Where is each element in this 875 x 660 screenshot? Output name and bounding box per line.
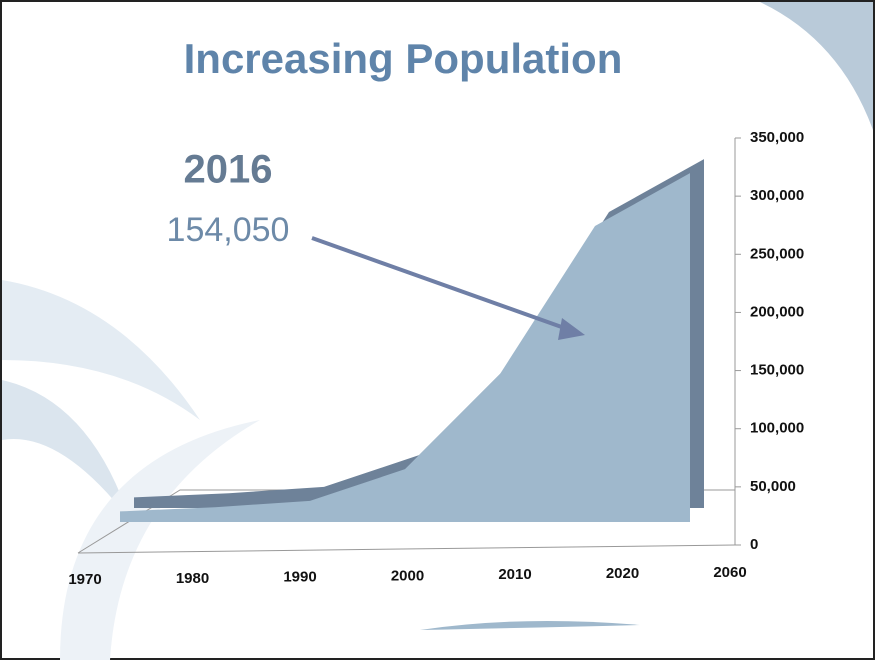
swoosh [760,2,873,130]
swoosh [2,280,200,420]
x-tick-label: 2010 [498,566,531,583]
y-tick-label: 250,000 [750,245,804,262]
arrow [311,236,571,332]
x-tick-label: 2060 [713,564,746,581]
x-tick-label: 1990 [283,569,316,586]
swoosh [420,621,640,630]
swoosh [60,420,260,660]
y-tick-label: 50,000 [750,478,796,495]
chart-title: Increasing Population [184,35,623,82]
y-tick-label: 100,000 [750,420,804,437]
overlay [311,236,585,340]
y-tick-label: 0 [750,536,758,553]
y-tick-label: 350,000 [750,129,804,146]
annotation-value: 154,050 [167,211,290,249]
area [120,173,690,522]
x-tick-label: 2000 [391,567,424,584]
annotation-year: 2016 [184,148,273,192]
swoosh [2,380,130,520]
floor-front [77,544,736,554]
x-tick-label: 2020 [606,565,639,582]
y-tick-label: 300,000 [750,187,804,204]
x-tick-label: 1980 [176,570,209,587]
arrow-head [558,318,585,340]
y-tick-label: 150,000 [750,362,804,379]
y-tick-label: 200,000 [750,303,804,320]
x-tick-label: 1970 [68,571,101,588]
plot: 0 50,000 100,000 150,000 200,000 250,000 300,0… [68,129,804,588]
